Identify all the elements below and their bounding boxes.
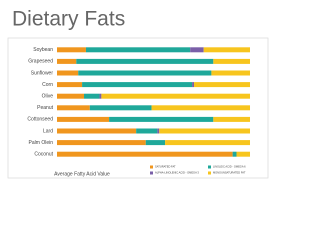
bar-segment <box>85 47 191 53</box>
legend-swatch <box>208 165 211 169</box>
bar-segment <box>213 116 250 122</box>
legend-label: MONOUNSATURATED FAT <box>213 171 246 175</box>
bar-segment <box>192 82 195 88</box>
bar-segment <box>78 70 212 76</box>
bar-segment <box>236 151 250 157</box>
legend-label: SATURATED FAT <box>155 165 176 169</box>
bar-segment <box>76 58 214 64</box>
bar-segment <box>89 105 152 111</box>
bar-segment <box>213 58 250 64</box>
chart: Dietary Fats Average Fatty Acid Value So… <box>7 8 269 179</box>
bar-segment <box>57 105 90 111</box>
bar-segment <box>84 93 100 99</box>
bar-segment <box>57 151 233 157</box>
bar-segment <box>145 140 166 146</box>
bar-segment <box>136 128 158 134</box>
bar-segment <box>194 82 250 88</box>
bar-segment <box>57 47 86 53</box>
bar-segment <box>82 82 193 88</box>
y-tick-label: Sunflower <box>31 70 54 76</box>
bar-segment <box>57 140 146 146</box>
x-axis-title: Average Fatty Acid Value <box>54 171 110 177</box>
legend-swatch <box>150 165 153 169</box>
y-tick-label: Palm Olein <box>29 140 54 146</box>
bar-segment <box>57 70 79 76</box>
y-tick-label: Soybean <box>33 47 53 53</box>
bar-segment <box>232 151 237 157</box>
bar-segment <box>159 128 250 134</box>
bar-segment <box>211 70 250 76</box>
bar-segment <box>151 105 250 111</box>
y-tick-label: Peanut <box>37 105 53 111</box>
y-tick-label: Grapeseed <box>28 59 53 65</box>
bar-segment <box>101 93 250 99</box>
bar-segment <box>57 82 83 88</box>
bar-segment <box>109 116 214 122</box>
legend-swatch <box>208 171 211 175</box>
legend-swatch <box>150 171 153 175</box>
bar-segment <box>203 47 250 53</box>
y-tick-label: Cottonseed <box>27 117 53 123</box>
legend-label: ALPHA-LINOLENIC ACID - OMEGA 3 <box>155 171 199 175</box>
bar-segment <box>57 116 110 122</box>
y-tick-label: Corn <box>42 82 53 88</box>
legend-label: LINOLEIC ACID - OMEGA 6 <box>213 165 246 169</box>
chart-title: Dietary Fats <box>12 8 125 31</box>
y-tick-label: Coconut <box>34 152 53 158</box>
bar-segment <box>57 128 137 134</box>
bar-segment <box>190 47 204 53</box>
y-tick-label: Olive <box>42 94 54 100</box>
y-tick-label: Lard <box>43 128 53 134</box>
bar-segment <box>165 140 250 146</box>
bar-segment <box>57 93 85 99</box>
bar-segment <box>157 128 160 134</box>
bar-segment <box>99 93 102 99</box>
bar-segment <box>57 58 77 64</box>
